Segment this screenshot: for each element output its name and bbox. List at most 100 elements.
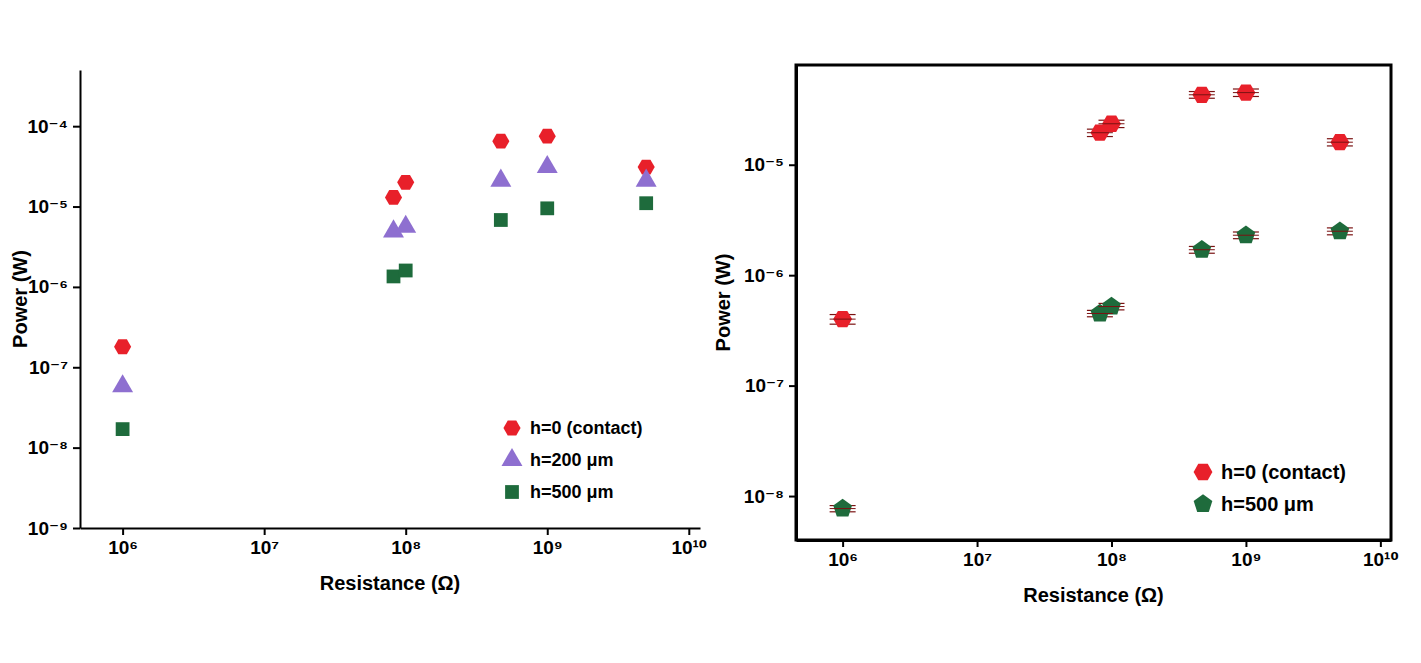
x-tick: 10⁷ — [250, 528, 279, 558]
y-axis-line — [795, 66, 798, 541]
x-axis-line — [81, 528, 701, 530]
x-tick-label: 10¹⁰ — [671, 537, 707, 558]
series-0 — [114, 129, 655, 354]
x-tick-mark — [264, 528, 266, 535]
y-axis-line — [80, 71, 82, 529]
y-tick-mark — [789, 275, 796, 277]
y-tick: 10⁻⁵ — [744, 154, 796, 175]
x-tick-mark — [547, 528, 549, 535]
y-tick-mark — [73, 528, 80, 530]
legend-label: h=500 μm — [1221, 493, 1314, 515]
y-tick-label: 10⁻⁶ — [28, 276, 68, 297]
series-0 — [830, 84, 1353, 327]
point — [1331, 221, 1350, 239]
legend-label: h=0 (contact) — [530, 418, 643, 438]
point — [114, 339, 131, 354]
legend-swatch — [505, 485, 519, 499]
x-tick-label: 10⁷ — [250, 537, 279, 558]
legend-label: h=0 (contact) — [1221, 461, 1346, 483]
x-axis-line — [797, 539, 1392, 542]
x-tick-label: 10⁶ — [108, 537, 138, 558]
y-tick-label: 10⁻⁷ — [745, 375, 784, 396]
chart-1: 10⁶10⁷10⁸10⁹10¹⁰10⁻⁸10⁻⁷10⁻⁶10⁻⁵Resistan… — [712, 65, 1399, 606]
x-tick-label: 10⁹ — [1231, 549, 1261, 570]
x-tick-label: 10⁷ — [963, 549, 992, 570]
y-tick-mark — [73, 206, 80, 208]
y-tick: 10⁻⁸ — [28, 437, 80, 458]
legend: h=0 (contact) h=500 μm — [1194, 461, 1346, 515]
point — [387, 270, 401, 284]
point — [639, 196, 653, 210]
error-bar-center — [830, 508, 856, 509]
y-tick-label: 10⁻⁸ — [28, 437, 68, 458]
y-tick-label: 10⁻⁴ — [27, 116, 68, 137]
series-2 — [116, 196, 653, 436]
point — [385, 190, 402, 205]
point — [399, 264, 413, 278]
series-1 — [830, 221, 1353, 516]
point — [395, 215, 416, 233]
point — [833, 499, 852, 517]
figure: 10⁶ 10⁷ 10⁸ 10⁹ 10¹⁰ 10⁻⁹ 10⁻⁸ 10⁻⁷ 10⁻⁶ 10⁻⁵ 10⁻⁴… — [0, 0, 1421, 663]
y-tick: 10⁻⁹ — [28, 518, 80, 539]
error-bar-center — [1189, 94, 1215, 95]
point — [1237, 225, 1256, 243]
y-axis-title: Power (W) — [9, 250, 31, 348]
x-axis: 10⁶ 10⁷ 10⁸ 10⁹ 10¹⁰ — [797, 540, 1399, 570]
x-tick: 10⁶ — [108, 528, 138, 558]
y-tick: 10⁻⁴ — [27, 116, 80, 137]
y-tick: 10⁻⁷ — [29, 357, 80, 378]
legend-label: h=200 μm — [530, 450, 614, 470]
y-tick-label: 10⁻⁹ — [28, 518, 68, 539]
x-tick-label: 10¹⁰ — [1363, 549, 1399, 570]
legend-swatch — [1194, 464, 1213, 480]
plot-area — [830, 84, 1353, 516]
y-tick-label: 10⁻⁷ — [29, 357, 68, 378]
y-axis: 10⁻⁸10⁻⁷10⁻⁶10⁻⁵ — [744, 66, 797, 541]
error-bar-center — [1233, 235, 1259, 236]
y-tick-mark — [73, 367, 80, 369]
y-axis-title: Power (W) — [712, 254, 734, 352]
point — [1192, 240, 1211, 258]
y-tick-label: 10⁻⁵ — [744, 154, 784, 175]
x-tick: 10⁹ — [1231, 540, 1261, 570]
error-bar-center — [1087, 132, 1113, 133]
x-tick-mark — [977, 540, 979, 547]
point — [537, 155, 558, 173]
x-tick: 10¹⁰ — [671, 528, 707, 558]
x-tick-mark — [1380, 540, 1382, 547]
y-tick-label: 10⁻⁸ — [744, 486, 784, 507]
legend-swatch — [502, 448, 523, 466]
point — [1102, 297, 1121, 315]
x-tick-label: 10⁸ — [391, 537, 421, 558]
error-bar-center — [830, 319, 856, 320]
legend: h=0 (contact) h=200 μm h=500 μm — [502, 418, 643, 502]
x-tick-mark — [122, 528, 124, 535]
x-tick-label: 10⁹ — [533, 537, 563, 558]
y-tick: 10⁻⁶ — [28, 276, 80, 297]
error-bar-center — [1087, 313, 1113, 314]
point — [636, 169, 657, 187]
point — [490, 169, 511, 187]
y-tick: 10⁻⁷ — [745, 375, 796, 396]
error-bar-center — [1327, 231, 1353, 232]
point — [494, 213, 508, 227]
error-bar-center — [1189, 249, 1215, 250]
x-tick: 10⁸ — [391, 528, 421, 558]
legend-swatch — [1194, 494, 1213, 512]
legend-swatch — [503, 421, 520, 436]
x-axis: 10⁶ 10⁷ 10⁸ 10⁹ 10¹⁰ — [81, 528, 708, 558]
x-axis-title: Resistance (Ω) — [320, 572, 461, 594]
plot-frame — [796, 65, 1391, 540]
x-tick-label: 10⁸ — [1097, 549, 1127, 570]
y-tick-mark — [73, 126, 80, 128]
y-tick-mark — [73, 447, 80, 449]
y-tick-mark — [789, 385, 796, 387]
point — [492, 134, 509, 149]
legend-label: h=500 μm — [530, 482, 614, 502]
y-tick-mark — [789, 496, 796, 498]
error-bar-center — [1233, 92, 1259, 93]
point — [540, 201, 554, 215]
x-axis-title: Resistance (Ω) — [1023, 584, 1164, 606]
x-tick-label: 10⁶ — [828, 549, 858, 570]
